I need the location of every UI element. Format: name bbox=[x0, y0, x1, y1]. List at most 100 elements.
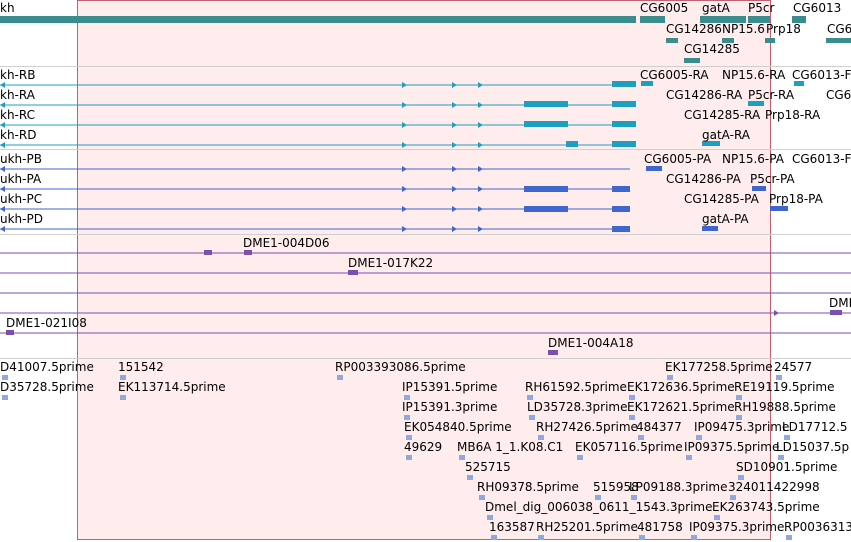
protein-label[interactable]: P5cr-PA bbox=[750, 172, 795, 186]
strand-arrow-icon[interactable] bbox=[0, 142, 5, 148]
gene-feature[interactable] bbox=[684, 58, 700, 63]
exon-block[interactable] bbox=[612, 141, 636, 147]
gene-label[interactable]: NP15.6 bbox=[722, 22, 765, 36]
est-feature[interactable] bbox=[691, 535, 697, 540]
strand-arrow-icon[interactable] bbox=[0, 206, 5, 212]
strand-arrow-icon[interactable] bbox=[0, 82, 5, 88]
est-label[interactable]: LD35728.3prime bbox=[527, 400, 628, 414]
transcript-label[interactable]: kh-RC bbox=[0, 108, 36, 122]
strand-arrow-icon[interactable] bbox=[402, 166, 407, 172]
est-label[interactable]: LD15037.5p bbox=[776, 440, 850, 454]
bac-label[interactable]: DME1-004D06 bbox=[243, 236, 330, 250]
protein-block[interactable] bbox=[524, 186, 568, 192]
strand-arrow-icon[interactable] bbox=[452, 186, 457, 192]
strand-arrow-icon[interactable] bbox=[452, 166, 457, 172]
strand-arrow-icon[interactable] bbox=[452, 82, 457, 88]
strand-arrow-icon[interactable] bbox=[478, 186, 483, 192]
exon-block[interactable] bbox=[524, 121, 568, 127]
strand-arrow-icon[interactable] bbox=[478, 122, 483, 128]
strand-arrow-icon[interactable] bbox=[478, 166, 483, 172]
strand-arrow-icon[interactable] bbox=[452, 102, 457, 108]
est-label[interactable]: 481758 bbox=[637, 520, 683, 534]
transcript-label[interactable]: CG14285-RA bbox=[684, 108, 761, 122]
transcript-label[interactable]: CG6005-RA bbox=[640, 68, 709, 82]
est-feature[interactable] bbox=[686, 455, 692, 460]
est-feature[interactable] bbox=[120, 395, 126, 400]
est-feature[interactable] bbox=[337, 375, 343, 380]
strand-arrow-icon[interactable] bbox=[452, 122, 457, 128]
est-label[interactable]: IP15391.5prime bbox=[402, 380, 498, 394]
protein-block[interactable] bbox=[612, 226, 630, 232]
exon-block[interactable] bbox=[794, 81, 804, 86]
est-feature[interactable] bbox=[467, 475, 473, 480]
strand-arrow-icon[interactable] bbox=[478, 102, 483, 108]
est-feature[interactable] bbox=[730, 495, 736, 500]
exon-block[interactable] bbox=[524, 101, 568, 107]
est-feature[interactable] bbox=[538, 535, 544, 540]
exon-block[interactable] bbox=[612, 101, 636, 107]
protein-block[interactable] bbox=[524, 206, 568, 212]
est-label[interactable]: RH61592.5prime bbox=[525, 380, 627, 394]
est-feature[interactable] bbox=[714, 515, 720, 520]
est-label[interactable]: LD17712.5 bbox=[782, 420, 848, 434]
strand-arrow-icon[interactable] bbox=[402, 122, 407, 128]
est-label[interactable]: EK057116.5prime bbox=[575, 440, 683, 454]
protein-block[interactable] bbox=[612, 206, 630, 212]
est-feature[interactable] bbox=[406, 455, 412, 460]
est-label[interactable]: 515958 bbox=[593, 480, 639, 494]
protein-block[interactable] bbox=[752, 186, 766, 191]
est-label[interactable]: 324011422998 bbox=[728, 480, 820, 494]
est-feature[interactable] bbox=[479, 495, 485, 500]
est-label[interactable]: RP00363133 bbox=[784, 520, 851, 534]
exon-block[interactable] bbox=[566, 141, 578, 147]
gene-feature[interactable] bbox=[0, 16, 636, 23]
gene-label[interactable]: CG6005 bbox=[640, 1, 689, 15]
est-feature[interactable] bbox=[527, 395, 533, 400]
est-feature[interactable] bbox=[784, 435, 790, 440]
est-label[interactable]: Dmel_dig_006038_0611_1543.3prime bbox=[485, 500, 713, 514]
strand-arrow-icon[interactable] bbox=[478, 226, 483, 232]
strand-arrow-icon[interactable] bbox=[402, 226, 407, 232]
transcript-label[interactable]: CG6 bbox=[826, 88, 851, 102]
est-label[interactable]: RP003393086.5prime bbox=[335, 360, 466, 374]
est-feature[interactable] bbox=[406, 435, 412, 440]
gene-label[interactable]: Prp18 bbox=[766, 22, 801, 36]
gene-feature[interactable] bbox=[640, 16, 665, 23]
exon-block[interactable] bbox=[612, 81, 636, 87]
protein-block[interactable] bbox=[770, 206, 788, 211]
est-label[interactable]: IP15391.3prime bbox=[402, 400, 498, 414]
est-label[interactable]: 49629 bbox=[404, 440, 443, 454]
transcript-label[interactable]: Prp18-RA bbox=[765, 108, 821, 122]
transcript-label[interactable]: CG14286-RA bbox=[666, 88, 743, 102]
est-feature[interactable] bbox=[631, 495, 637, 500]
strand-arrow-icon[interactable] bbox=[478, 82, 483, 88]
exon-block[interactable] bbox=[612, 121, 636, 127]
gene-label[interactable]: CG6013 bbox=[793, 1, 842, 15]
est-label[interactable]: EK172621.5prime bbox=[627, 400, 735, 414]
est-label[interactable]: EK113714.5prime bbox=[118, 380, 226, 394]
gene-label[interactable]: CG6 bbox=[827, 22, 851, 36]
transcript-label[interactable]: kh-RA bbox=[0, 88, 35, 102]
strand-arrow-icon[interactable] bbox=[0, 186, 5, 192]
est-label[interactable]: RE19119.5prime bbox=[734, 380, 835, 394]
est-label[interactable]: IP09375.3prime bbox=[689, 520, 785, 534]
est-feature[interactable] bbox=[696, 435, 702, 440]
protein-label[interactable]: CG6005-PA bbox=[644, 152, 712, 166]
bac-end-marker[interactable] bbox=[244, 250, 252, 255]
bac-end-marker[interactable] bbox=[348, 270, 358, 275]
protein-label[interactable]: NP15.6-PA bbox=[722, 152, 784, 166]
protein-label[interactable]: gatA-PA bbox=[702, 212, 749, 226]
gene-feature[interactable] bbox=[748, 16, 770, 23]
est-label[interactable]: D41007.5prime bbox=[0, 360, 94, 374]
est-label[interactable]: RH25201.5prime bbox=[536, 520, 638, 534]
est-label[interactable]: EK054840.5prime bbox=[404, 420, 512, 434]
est-feature[interactable] bbox=[2, 395, 8, 400]
est-label[interactable]: IP09375.5prime bbox=[684, 440, 780, 454]
est-feature[interactable] bbox=[529, 415, 535, 420]
strand-arrow-icon[interactable] bbox=[452, 206, 457, 212]
est-feature[interactable] bbox=[629, 395, 635, 400]
est-label[interactable]: 24577 bbox=[774, 360, 813, 374]
gene-feature[interactable] bbox=[792, 16, 806, 23]
strand-arrow-icon[interactable] bbox=[402, 206, 407, 212]
transcript-label[interactable]: gatA-RA bbox=[702, 128, 751, 142]
